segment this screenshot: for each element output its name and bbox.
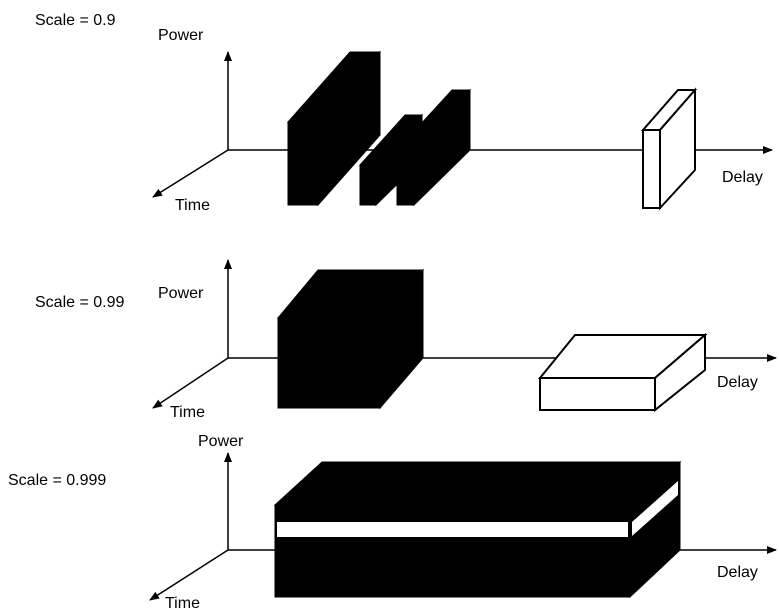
- delay-label: Delay: [717, 564, 758, 581]
- time-label: Time: [170, 404, 205, 421]
- white-stripe: [277, 522, 628, 537]
- delay-label: Delay: [722, 169, 763, 186]
- scale-label: Scale = 0.99: [35, 294, 125, 311]
- time-axis: [149, 549, 229, 601]
- power-label: Power: [158, 285, 204, 302]
- white-stripe: [632, 481, 678, 536]
- white-slab: [640, 87, 698, 211]
- time-axis: [152, 357, 229, 409]
- panel-1: Scale = 0.9 Power Time Delay: [35, 12, 773, 214]
- time-label: Time: [165, 595, 200, 611]
- scale-label: Scale = 0.999: [8, 472, 106, 489]
- white-box: [537, 332, 708, 413]
- black-slab: [286, 50, 382, 207]
- delay-label: Delay: [717, 374, 758, 391]
- black-slab: [395, 88, 472, 207]
- time-label: Time: [175, 197, 210, 214]
- black-box: [273, 460, 682, 599]
- panel-2: Scale = 0.99 Power Time Delay: [35, 259, 777, 421]
- black-cube: [276, 268, 425, 410]
- power-label: Power: [198, 433, 244, 450]
- panel-3: Scale = 0.999 Power Time Delay: [8, 433, 777, 611]
- power-label: Power: [158, 27, 204, 44]
- time-axis: [152, 149, 229, 198]
- scale-label: Scale = 0.9: [35, 12, 116, 29]
